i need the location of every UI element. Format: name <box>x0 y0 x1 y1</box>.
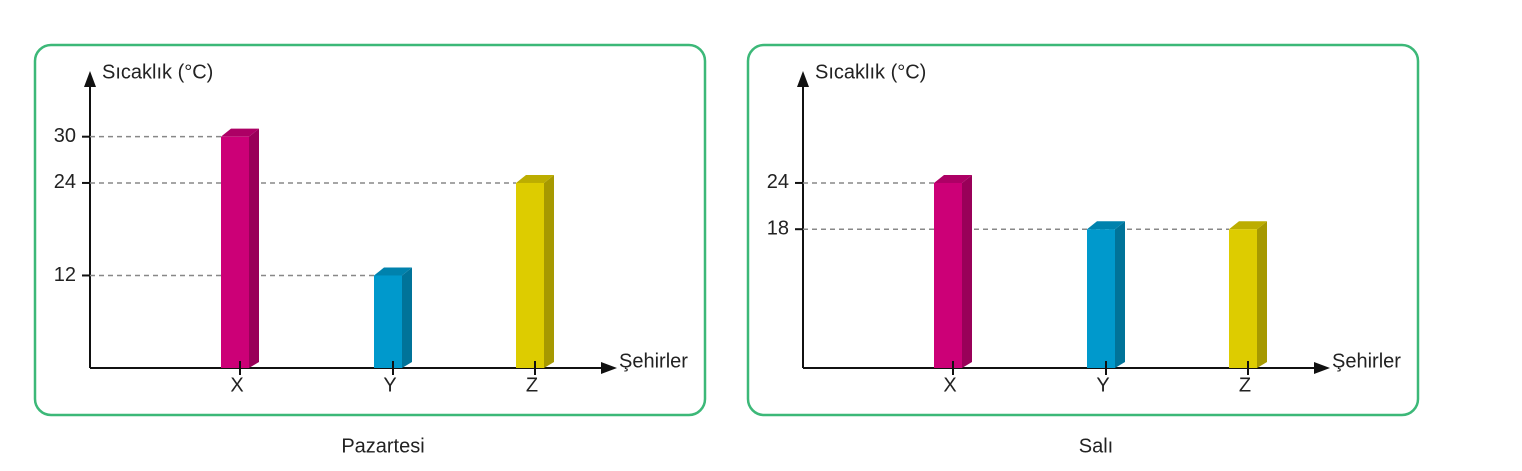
bar <box>934 182 962 368</box>
x-tick-label: X <box>943 374 956 396</box>
bar-top <box>1087 221 1125 230</box>
x-axis-arrow <box>601 362 617 374</box>
y-axis-arrow <box>797 71 809 87</box>
y-tick-label: 24 <box>54 171 76 193</box>
y-tick-label: 30 <box>54 125 76 147</box>
bar-top <box>516 174 554 183</box>
bar-top <box>1229 221 1267 230</box>
bar-top <box>934 174 972 183</box>
x-axis-label: Şehirler <box>1332 350 1401 372</box>
bar <box>374 275 402 368</box>
y-axis-label: Sıcaklık (°C) <box>815 61 926 83</box>
bar-side <box>402 267 412 368</box>
bar <box>1087 229 1115 368</box>
x-tick-label: X <box>230 374 243 396</box>
x-axis-arrow <box>1314 362 1330 374</box>
x-tick-label: Y <box>383 374 396 396</box>
x-tick-label: Z <box>1239 374 1251 396</box>
y-tick-label: 12 <box>54 264 76 286</box>
x-tick-label: Y <box>1096 374 1109 396</box>
y-axis-label: Sıcaklık (°C) <box>102 61 213 83</box>
chart-title: Salı <box>1079 435 1113 457</box>
bar-side <box>962 174 972 368</box>
bar <box>516 182 544 368</box>
x-tick-label: Z <box>526 374 538 396</box>
bar <box>1229 229 1257 368</box>
bar-side <box>249 128 259 368</box>
bar-top <box>374 267 412 276</box>
bar-side <box>544 174 554 368</box>
panel <box>33 43 707 417</box>
y-tick-label: 18 <box>767 217 789 239</box>
bar-top <box>221 128 259 137</box>
bar-side <box>1115 221 1125 368</box>
chart-title: Pazartesi <box>341 435 424 457</box>
bar <box>221 136 249 368</box>
panel <box>746 43 1420 417</box>
y-tick-label: 24 <box>767 171 789 193</box>
y-axis-arrow <box>84 71 96 87</box>
x-axis-label: Şehirler <box>619 350 688 372</box>
bar-side <box>1257 221 1267 368</box>
